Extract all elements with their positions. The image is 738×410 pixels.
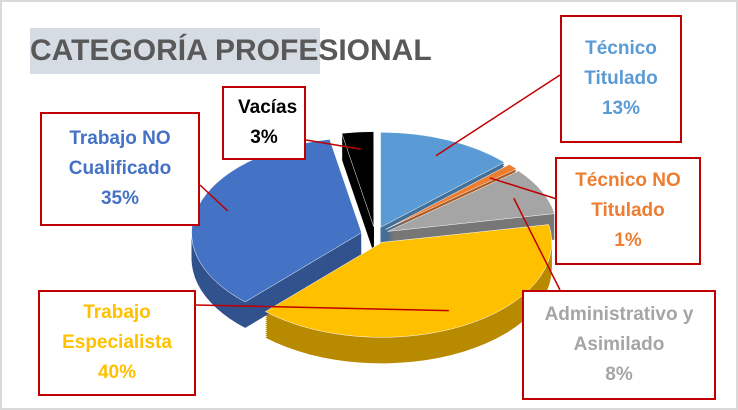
chart-title: CATEGORÍA PROFESIONAL xyxy=(30,28,432,74)
slice-value: 40% xyxy=(97,362,137,383)
leader-line xyxy=(195,304,449,312)
slice xyxy=(380,132,505,228)
leader-line xyxy=(305,139,361,150)
slice-value: 3% xyxy=(250,127,278,148)
leader-line xyxy=(489,177,561,201)
callout: Administrativo y Asimilado 8% xyxy=(522,290,716,400)
callout: Técnico Titulado 13% xyxy=(560,15,682,143)
slice xyxy=(264,224,552,338)
slice xyxy=(341,131,374,227)
slice xyxy=(385,164,517,230)
slice-name: Vacías xyxy=(238,97,298,118)
slice-name: Técnico Titulado xyxy=(584,38,658,89)
callout: Trabajo NO Cualificado 35% xyxy=(40,112,200,226)
slice-value: 13% xyxy=(601,98,641,119)
slice-name: Técnico NO Titulado xyxy=(575,170,681,221)
slice-name: Administrativo y Asimilado xyxy=(544,304,694,355)
leader-line xyxy=(513,197,561,291)
slice-value: 1% xyxy=(614,230,642,251)
callout: Técnico NO Titulado 1% xyxy=(555,157,701,265)
slice-name: Trabajo NO Cualificado xyxy=(68,128,172,179)
leader-line xyxy=(199,184,229,212)
slice-value: 8% xyxy=(605,364,633,385)
callout: Vacías 3% xyxy=(222,86,306,160)
slice xyxy=(387,170,555,232)
slice-name: Trabajo Especialista xyxy=(62,302,172,353)
slice-value: 35% xyxy=(100,188,140,209)
callout: Trabajo Especialista 40% xyxy=(38,290,196,396)
leader-line xyxy=(435,74,561,157)
